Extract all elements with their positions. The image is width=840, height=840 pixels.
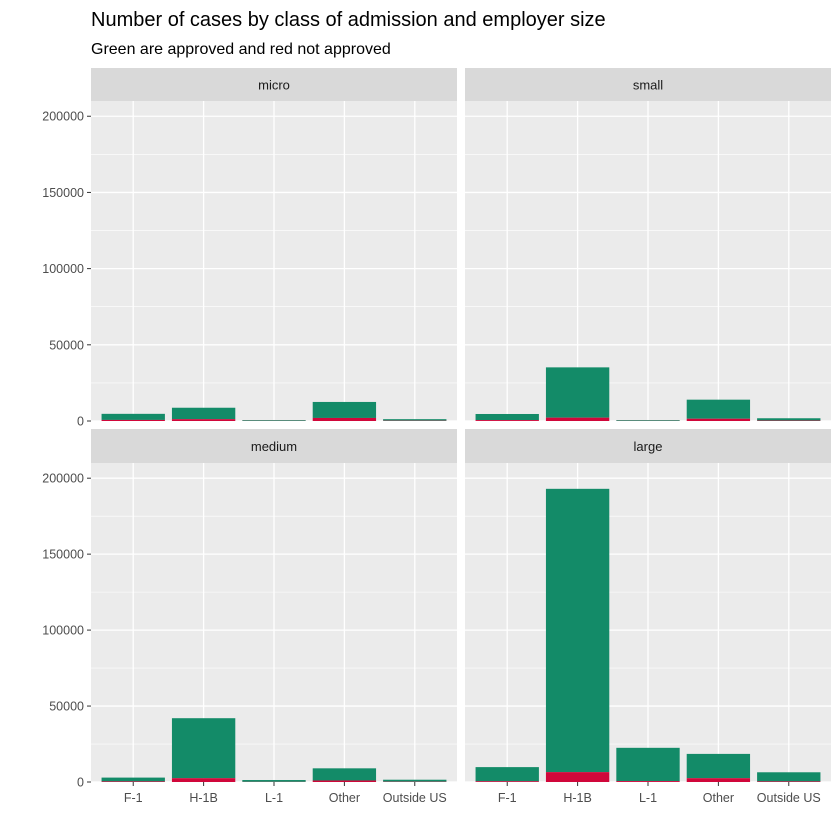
bar-approved-small-F-1	[475, 413, 539, 421]
bar-approved-micro-Other	[312, 401, 377, 418]
x-tick-label-Outside US: Outside US	[383, 791, 447, 805]
strip-label-micro: micro	[258, 78, 290, 93]
x-tick-label-Other: Other	[703, 791, 734, 805]
bar-not-approved-small-H-1B	[545, 417, 610, 421]
bar-not-approved-small-F-1	[475, 420, 539, 421]
bar-not-approved-micro-H-1B	[171, 419, 236, 421]
y-tick-label: 150000	[42, 186, 84, 200]
bar-approved-small-Outside US	[757, 418, 821, 421]
strip-micro	[91, 68, 457, 101]
x-tick-label-Outside US: Outside US	[757, 791, 821, 805]
bar-not-approved-micro-F-1	[101, 419, 165, 421]
bar-not-approved-small-Other	[686, 418, 751, 421]
y-tick-label: 0	[77, 415, 84, 429]
facet-medium: medium 0 50000 100000 150000 200000 F-1 H-1B L-1…	[42, 429, 457, 805]
bar-approved-large-H-1B	[545, 488, 610, 773]
bar-approved-medium-Other	[312, 768, 377, 781]
bar-not-approved-large-H-1B	[545, 772, 610, 782]
strip-label-medium: medium	[251, 439, 297, 454]
x-tick-label-L-1: L-1	[639, 791, 657, 805]
y-tick-label: 100000	[42, 262, 84, 276]
x-tick-label-F-1: F-1	[498, 791, 517, 805]
bar-approved-medium-H-1B	[171, 718, 236, 779]
facet-panels: micro 0 50000 100000 150000 200000 small medium…	[42, 68, 831, 805]
y-tick-label: 50000	[49, 338, 84, 352]
y-tick-label: 200000	[42, 472, 84, 486]
bar-approved-medium-Outside US	[383, 779, 447, 782]
strip-label-large: large	[634, 439, 663, 454]
y-tick-label: 200000	[42, 110, 84, 124]
bar-approved-small-Other	[686, 399, 751, 419]
facet-micro: micro 0 50000 100000 150000 200000	[42, 68, 457, 429]
strip-medium	[91, 429, 457, 463]
y-tick-label: 100000	[42, 624, 84, 638]
strip-label-small: small	[633, 78, 663, 93]
bar-approved-medium-L-1	[242, 780, 306, 782]
bar-approved-micro-H-1B	[171, 407, 236, 420]
chart-subtitle: Green are approved and red not approved	[91, 41, 391, 58]
y-tick-label: 150000	[42, 548, 84, 562]
bar-approved-large-L-1	[616, 747, 680, 782]
x-tick-label-F-1: F-1	[124, 791, 143, 805]
x-tick-label-H-1B: H-1B	[189, 791, 217, 805]
bar-approved-large-F-1	[475, 767, 539, 782]
bar-approved-micro-Outside US	[383, 419, 447, 421]
bar-not-approved-large-F-1	[475, 781, 539, 782]
bar-approved-large-Other	[686, 753, 751, 779]
x-tick-label-L-1: L-1	[265, 791, 283, 805]
y-tick-label: 50000	[49, 700, 84, 714]
x-tick-label-Other: Other	[329, 791, 360, 805]
facet-small: small	[465, 68, 831, 422]
bar-not-approved-large-Other	[686, 778, 751, 782]
facet-large: large F-1 H-1B L-1 Other Outside US	[465, 429, 831, 805]
bar-approved-micro-L-1	[242, 420, 306, 421]
chart-title: Number of cases by class of admission an…	[91, 9, 606, 31]
bar-not-approved-medium-F-1	[101, 781, 165, 782]
bar-approved-medium-F-1	[101, 777, 165, 782]
bar-not-approved-medium-H-1B	[171, 778, 236, 782]
strip-small	[465, 68, 831, 101]
bar-approved-small-L-1	[616, 420, 680, 421]
strip-large	[465, 429, 831, 463]
bar-approved-small-H-1B	[545, 367, 610, 418]
bar-not-approved-large-L-1	[616, 781, 680, 782]
bar-not-approved-large-Outside US	[757, 781, 821, 782]
bar-not-approved-medium-Other	[312, 780, 377, 782]
bar-not-approved-micro-Other	[312, 417, 377, 421]
bar-approved-micro-F-1	[101, 413, 165, 420]
x-tick-label-H-1B: H-1B	[563, 791, 591, 805]
y-tick-label: 0	[77, 776, 84, 790]
bar-approved-large-Outside US	[757, 772, 821, 782]
